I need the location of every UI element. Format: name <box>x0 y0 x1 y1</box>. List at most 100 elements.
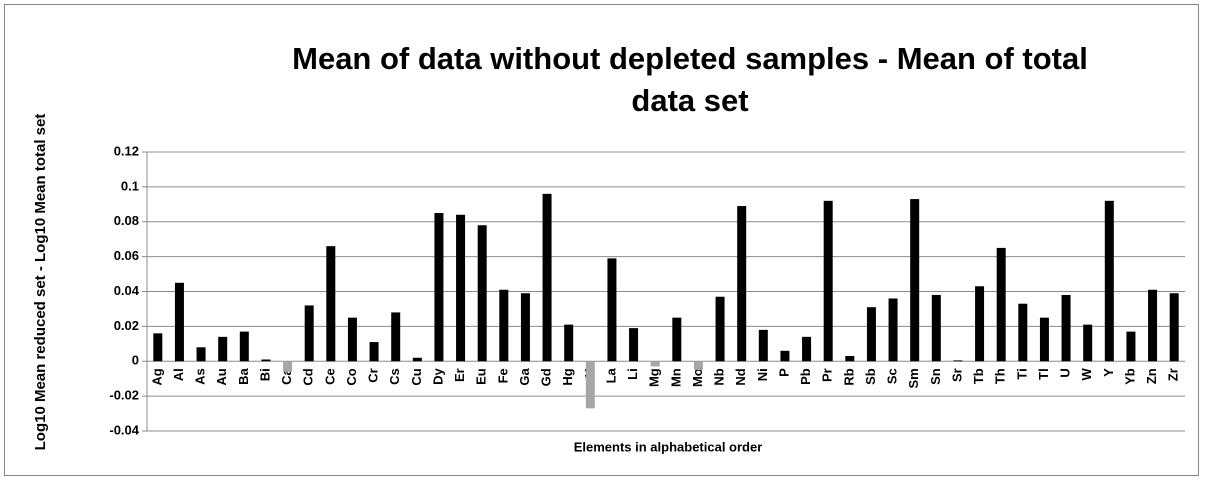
x-tick-label: Zn <box>1144 368 1159 384</box>
bar <box>542 193 552 362</box>
bar <box>1104 200 1114 362</box>
bar <box>737 206 747 362</box>
bar <box>823 200 833 362</box>
bar <box>174 282 184 362</box>
x-tick-label: Pr <box>820 368 835 382</box>
bar <box>672 317 682 362</box>
x-tick-label: Yb <box>1122 368 1137 385</box>
bar <box>1018 303 1028 362</box>
x-tick-label: Nd <box>733 368 748 385</box>
bar <box>564 324 574 362</box>
chart-title: Mean of data without depleted samples - … <box>292 41 1088 118</box>
x-tick-label: Tl <box>1036 368 1051 380</box>
chart-frame <box>4 4 1199 476</box>
bar <box>1039 317 1049 362</box>
x-tick-label: Ni <box>755 368 770 381</box>
y-tick-label: 0.04 <box>114 283 140 298</box>
bar <box>369 342 379 362</box>
bar <box>910 199 920 362</box>
x-tick-label: Sc <box>885 368 900 384</box>
x-tick-label: Tb <box>971 368 986 384</box>
bar <box>780 350 790 362</box>
x-tick-label: Au <box>214 368 229 385</box>
bar <box>434 213 444 362</box>
x-tick-label: Co <box>344 368 359 385</box>
bar <box>996 247 1006 362</box>
bar <box>218 336 228 362</box>
x-tick-label: Sm <box>906 368 921 388</box>
bar <box>975 286 985 362</box>
bar <box>1169 293 1179 362</box>
x-tick-label: Rb <box>841 368 856 385</box>
bar <box>693 361 703 370</box>
bar <box>953 360 963 362</box>
x-tick-label: Cd <box>301 368 316 385</box>
bar <box>629 328 639 362</box>
bar <box>499 289 509 362</box>
x-tick-label: Ba <box>236 367 251 384</box>
bar <box>845 356 855 362</box>
bar <box>326 246 336 362</box>
bar <box>888 298 898 362</box>
x-tick-label: Sb <box>863 368 878 385</box>
bar <box>283 361 293 372</box>
bar <box>715 296 725 362</box>
x-tick-label: W <box>1079 368 1094 381</box>
bar <box>196 347 206 362</box>
bar <box>931 294 941 362</box>
x-tick-label: Ga <box>517 367 532 385</box>
x-tick-label: Y <box>1101 368 1116 377</box>
y-tick-label: 0 <box>132 353 139 368</box>
x-axis-title: Elements in alphabetical order <box>574 439 763 454</box>
x-tick-label: Dy <box>430 367 445 384</box>
bar <box>477 225 487 362</box>
x-tick-label: Pb <box>798 368 813 385</box>
bar <box>456 214 466 362</box>
y-tick-label: 0.1 <box>121 178 139 193</box>
bar <box>802 336 812 362</box>
x-tick-label: Mn <box>668 368 683 387</box>
x-tick-label: Bi <box>257 368 272 381</box>
bar <box>866 307 876 362</box>
x-tick-label: Nb <box>712 368 727 385</box>
bar <box>304 305 314 362</box>
x-tick-label: Fe <box>495 368 510 383</box>
y-tick-label: 0.06 <box>114 248 139 263</box>
x-tick-label: La <box>603 367 618 383</box>
x-tick-label: As <box>193 368 208 385</box>
x-tick-label: Mg <box>647 368 662 387</box>
bar <box>239 331 249 362</box>
x-tick-label: Mo <box>690 368 705 387</box>
bar <box>607 258 617 362</box>
x-tick-label: Sn <box>928 368 943 385</box>
x-tick-label: P <box>776 368 791 377</box>
x-tick-label: Gd <box>539 368 554 386</box>
x-tick-label: Ag <box>149 368 164 385</box>
bar <box>153 333 163 362</box>
x-tick-label: Cr <box>366 368 381 382</box>
x-tick-label: Ce <box>322 368 337 385</box>
x-tick-label: Zr <box>1166 368 1181 381</box>
x-tick-label: Eu <box>474 368 489 385</box>
x-tick-label: Li <box>625 368 640 380</box>
x-tick-label: Th <box>993 368 1008 384</box>
bar <box>1061 294 1071 362</box>
bar <box>261 359 271 362</box>
x-tick-label: Er <box>452 368 467 382</box>
x-tick-label: Ti <box>1014 368 1029 379</box>
bar <box>1126 331 1136 362</box>
bar <box>585 361 595 409</box>
bar <box>412 357 422 362</box>
bar <box>1148 289 1158 362</box>
x-tick-label: Ca <box>279 367 294 384</box>
x-tick-label: Sr <box>949 368 964 382</box>
x-tick-label: Cu <box>409 368 424 385</box>
bar <box>347 317 357 362</box>
bar <box>758 329 768 362</box>
x-tick-label: Hg <box>560 368 575 385</box>
y-tick-label: 0.02 <box>114 318 139 333</box>
y-tick-label: 0.12 <box>114 143 139 158</box>
bar <box>520 293 530 362</box>
